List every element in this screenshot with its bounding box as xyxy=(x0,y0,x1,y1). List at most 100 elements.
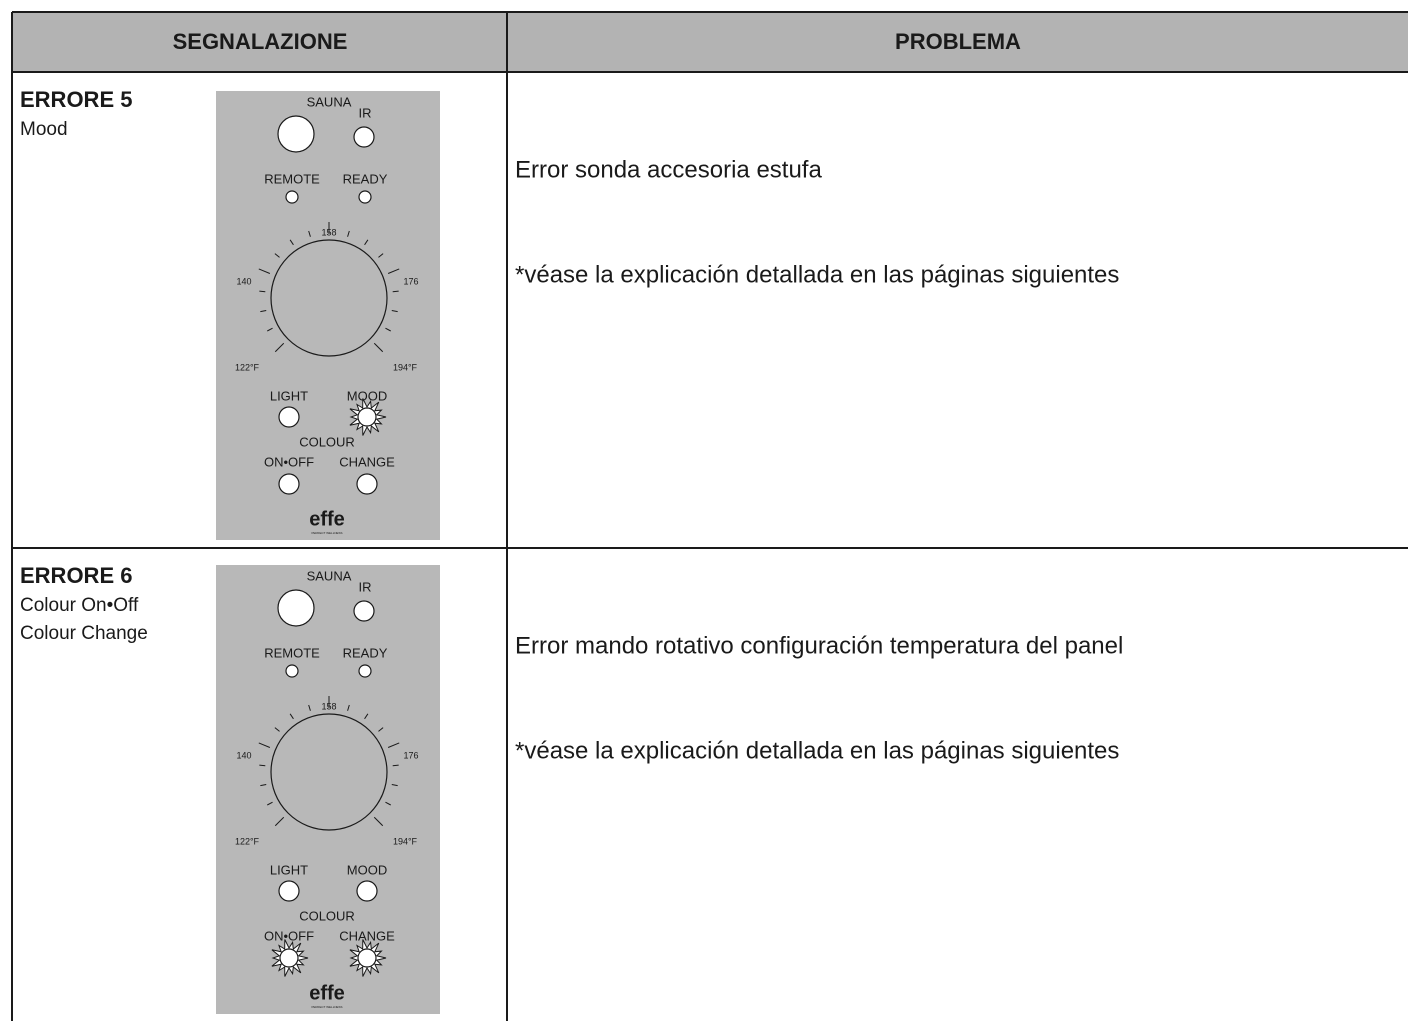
problem-text: Error sonda accesoria estufa xyxy=(515,156,822,183)
panel-label: COLOUR xyxy=(299,434,355,449)
dial-tick xyxy=(274,727,280,732)
panel-label: SAUNA xyxy=(307,94,352,109)
panel-label: 158 xyxy=(321,701,336,711)
dial-tick xyxy=(391,309,398,313)
panel-label: 176 xyxy=(403,276,418,286)
panel-label: REMOTE xyxy=(264,171,320,186)
panel-face xyxy=(216,91,440,540)
panel-label: READY xyxy=(343,171,388,186)
button-mood xyxy=(356,880,378,902)
dial-tick xyxy=(274,816,285,827)
panel-label: LIGHT xyxy=(270,388,308,403)
panel-label: 140 xyxy=(236,750,251,760)
dial-tick xyxy=(385,801,391,806)
control-panel: SAUNA IR REMOTE READY 158 140 176 122°F 194°F LIG… xyxy=(216,565,440,1014)
error-title: ERRORE 6 xyxy=(20,563,132,588)
panel-label: SAUNA xyxy=(307,568,352,583)
button-ready xyxy=(358,190,372,204)
button-sauna xyxy=(277,589,315,627)
panel-label: CHANGE xyxy=(339,928,395,943)
dial-tick xyxy=(258,742,271,748)
dial-tick xyxy=(392,290,399,293)
dial-tick xyxy=(308,704,311,711)
problem-text: Error mando rotativo configuración tempe… xyxy=(515,632,1123,659)
dial-tick xyxy=(289,713,294,720)
button-light xyxy=(278,880,300,902)
temperature-dial xyxy=(270,239,388,357)
dial-tick xyxy=(385,327,391,332)
panel-label: 122°F xyxy=(235,362,260,372)
button-ready xyxy=(358,664,372,678)
panel-label: PERFECT WELLNESS xyxy=(311,1005,342,1009)
dial-tick xyxy=(347,230,350,237)
light-mood xyxy=(357,407,377,427)
panel-label: MOOD xyxy=(347,388,387,403)
panel-label: COLOUR xyxy=(299,908,355,923)
dial-tick xyxy=(258,268,271,274)
panel-label: PERFECT WELLNESS xyxy=(311,531,342,535)
dial-tick xyxy=(387,742,400,748)
dial-tick xyxy=(373,816,384,827)
button-sauna xyxy=(277,115,315,153)
dial-tick xyxy=(308,230,311,237)
panel-label: effe xyxy=(309,982,345,1004)
panel-label: REMOTE xyxy=(264,645,320,660)
dial-tick xyxy=(378,727,384,732)
panel-label: CHANGE xyxy=(339,454,395,469)
button-remote xyxy=(285,190,299,204)
dial-tick xyxy=(364,239,369,246)
dial-tick xyxy=(387,268,400,274)
button-on_off xyxy=(278,473,300,495)
panel-label: effe xyxy=(309,508,345,530)
dial-tick xyxy=(260,783,267,787)
dial-tick xyxy=(274,253,280,258)
header-background xyxy=(12,12,1408,72)
panel-label: IR xyxy=(359,105,372,120)
button-ir xyxy=(353,126,375,148)
error-signal: Colour On•Off xyxy=(20,595,139,616)
dial-tick xyxy=(378,253,384,258)
panel-face xyxy=(216,565,440,1014)
control-panel: SAUNA IR REMOTE READY 158 140 176 122°F 194°F LIG… xyxy=(216,91,440,540)
button-light xyxy=(278,406,300,428)
panel-label: 122°F xyxy=(235,836,260,846)
panel-label: MOOD xyxy=(347,862,387,877)
dial-tick xyxy=(267,801,273,806)
button-change xyxy=(356,473,378,495)
header-cell: SEGNALAZIONE xyxy=(173,29,348,54)
dial-tick xyxy=(274,342,285,353)
dial-tick xyxy=(260,309,267,313)
dial-tick xyxy=(391,783,398,787)
dial-tick xyxy=(259,290,266,293)
temperature-dial xyxy=(270,713,388,831)
error-title: ERRORE 5 xyxy=(20,87,132,112)
dial-tick xyxy=(392,764,399,767)
dial-tick xyxy=(373,342,384,353)
error-signal: Mood xyxy=(20,119,68,140)
panel-label: IR xyxy=(359,579,372,594)
panel-label: 194°F xyxy=(393,836,418,846)
panel-label: LIGHT xyxy=(270,862,308,877)
panel-label: 158 xyxy=(321,227,336,237)
light-change xyxy=(357,948,377,968)
panel-label: 176 xyxy=(403,750,418,760)
dial-tick xyxy=(267,327,273,332)
dial-tick xyxy=(259,764,266,767)
dial-tick xyxy=(347,704,350,711)
panel-label: ON•OFF xyxy=(264,928,314,943)
panel-label: 194°F xyxy=(393,362,418,372)
dial-tick xyxy=(289,239,294,246)
error-signal: Colour Change xyxy=(20,623,148,644)
problem-text: *véase la explicación detallada en las p… xyxy=(515,261,1119,288)
panel-label: ON•OFF xyxy=(264,454,314,469)
table-borders xyxy=(11,11,1408,1021)
dial-tick xyxy=(364,713,369,720)
light-on_off xyxy=(279,948,299,968)
panel-label: 140 xyxy=(236,276,251,286)
panel-label: READY xyxy=(343,645,388,660)
button-ir xyxy=(353,600,375,622)
button-remote xyxy=(285,664,299,678)
problem-text: *véase la explicación detallada en las p… xyxy=(515,737,1119,764)
